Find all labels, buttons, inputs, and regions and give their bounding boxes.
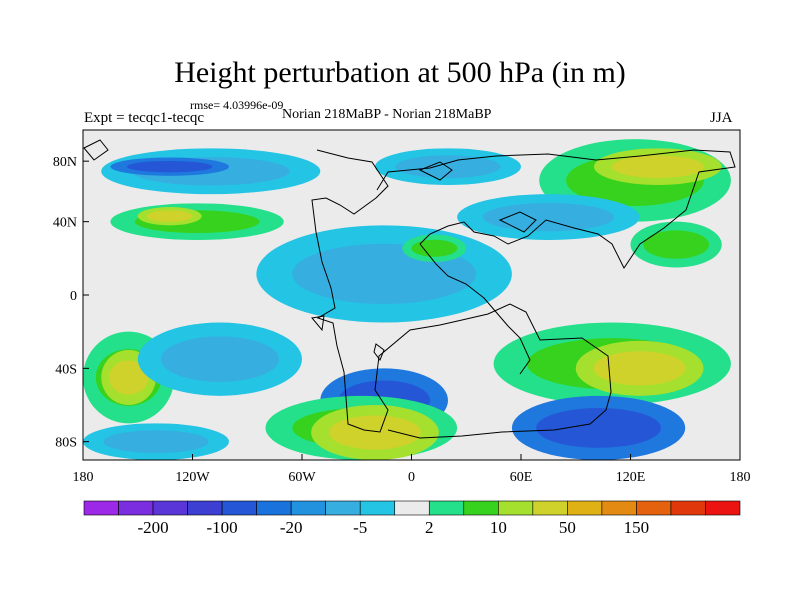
x-tick-label-5: 120E [616,470,646,485]
x-tick-label-4: 60E [510,470,533,485]
colorbar-label-4: 2 [425,518,434,537]
field-core-4 [611,155,704,179]
colorbar-swatch-10 [428,500,465,516]
x-tick-label-0: 180 [73,470,94,485]
field-core-14 [160,336,280,382]
colorbar-swatch-18 [705,500,741,516]
y-tick-label-1: 40N [53,216,77,231]
x-tick-label-6: 180 [730,470,751,485]
colorbar-swatch-8 [359,500,396,516]
y-tick-label-3: 40S [55,362,77,377]
colorbar-swatch-9 [394,500,430,516]
x-tick-label-1: 120W [175,470,210,485]
field-core-8 [643,230,709,259]
colorbar-label-2: -20 [280,518,303,537]
field-core-7 [146,210,193,222]
x-tick-label-2: 60W [288,470,316,485]
colorbar-swatch-12 [498,500,534,516]
coastlines [83,139,736,439]
colorbar-swatch-16 [636,500,672,516]
field-core-1 [126,160,213,173]
colorbar-label-6: 50 [559,518,576,537]
field-core-13 [108,360,149,395]
field-core-17 [536,408,661,448]
colorbar-swatch-2 [152,500,188,516]
field-core-5 [482,202,615,232]
colorbar-swatch-4 [221,500,257,516]
x-tick-label-3: 0 [408,470,415,485]
colorbar: -200 -100 -20 -5 2 10 50 150 [83,500,741,537]
colorbar-label-5: 10 [490,518,507,537]
field-core-10 [411,239,458,257]
field-core-20 [103,430,209,454]
colorbar-label-0: -200 [137,518,168,537]
y-tick-label-0: 80N [53,155,77,170]
coastline-islands [83,139,537,362]
field-core-2 [395,155,501,179]
period-label: Norian 218MaBP - Norian 218MaBP [282,107,492,122]
rmse-label: rmse= 4.03996e-09 [190,98,284,112]
y-tick-label-2: 0 [70,289,77,304]
coastline-eurasia [376,149,736,269]
contour-fields [83,139,731,460]
colorbar-swatch-1 [118,500,154,516]
y-tick-label-4: 80S [55,436,77,451]
field-core-16 [593,351,686,386]
coastline-north-america [311,149,612,439]
axes: 180 120W 60W 0 60E 120E 180 80N 40N 0 40S 80S [53,155,751,485]
colorbar-swatch-0 [83,500,119,516]
experiment-label: Expt = tecqc1-tecqc [84,110,205,126]
colorbar-swatch-6 [290,500,326,516]
colorbar-swatch-13 [532,500,568,516]
colorbar-swatch-15 [601,500,637,516]
colorbar-swatch-17 [670,500,706,516]
colorbar-swatch-7 [325,500,361,516]
colorbar-label-3: -5 [353,518,367,537]
colorbar-swatch-14 [567,500,603,516]
coastline-africa [419,243,531,375]
colorbar-label-1: -100 [207,518,238,537]
colorbar-label-7: 150 [624,518,650,537]
chart-title: Height perturbation at 500 hPa (in m) [174,56,626,89]
field-core-19 [329,415,421,450]
season-label: JJA [710,110,733,126]
colorbar-swatch-5 [256,500,292,516]
colorbar-swatch-3 [187,500,223,516]
colorbar-swatch-11 [463,500,499,516]
